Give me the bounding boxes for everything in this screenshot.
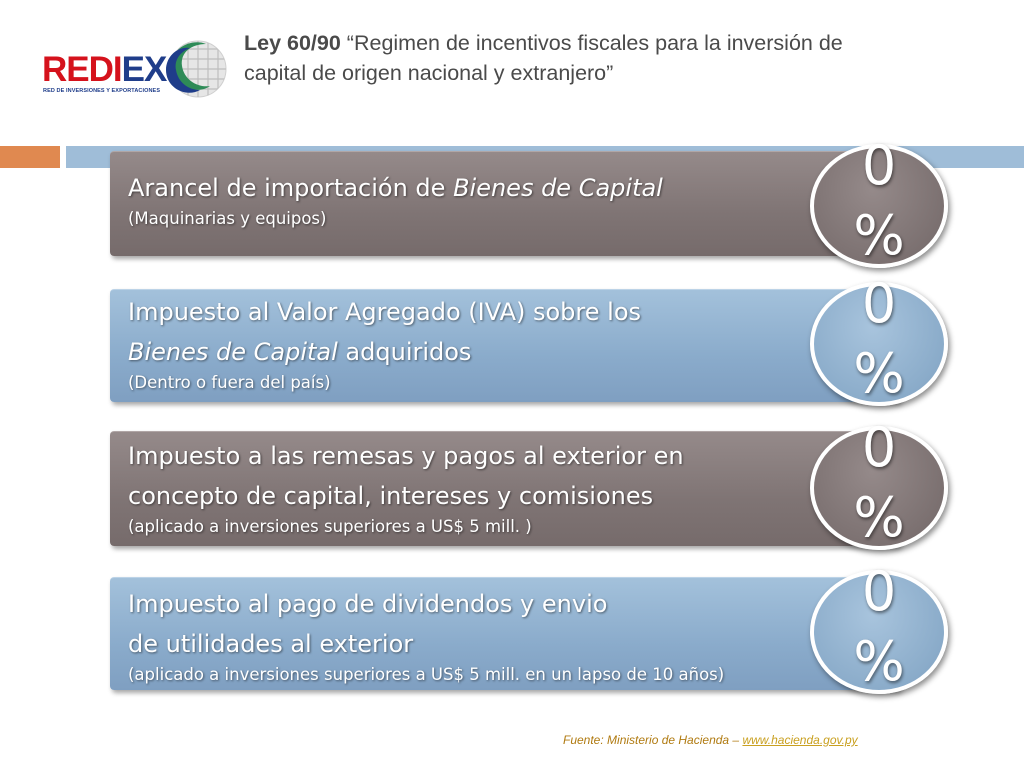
row-heading-line-1: Impuesto al pago de dividendos y envio — [128, 590, 608, 618]
logo-subtitle: RED DE INVERSIONES Y EXPORTACIONES — [43, 88, 161, 94]
row-text: Arancel de importación de Bienes de Capi… — [128, 168, 780, 230]
percentage-badge: 0 % — [810, 420, 948, 550]
page-title: Ley 60/90 “Regimen de incentivos fiscale… — [244, 28, 904, 88]
law-number: Ley 60/90 — [244, 31, 341, 55]
row-text: Impuesto al Valor Agregado (IVA) sobre l… — [128, 292, 780, 394]
row-note: (Maquinarias y equipos) — [128, 209, 327, 228]
source-citation: Fuente: Ministerio de Hacienda – www.hac… — [563, 733, 858, 747]
percentage-badge: 0 % — [810, 564, 948, 694]
row-heading-line-2: concepto de capital, intereses y comisio… — [128, 482, 654, 510]
percent-symbol: % — [853, 204, 905, 267]
row-heading-line-2: Bienes de Capital adquiridos — [128, 332, 780, 372]
percentage-badge: 0 % — [810, 276, 948, 406]
row-heading-line-1: Impuesto a las remesas y pagos al exteri… — [128, 442, 684, 470]
incentive-row-remittances: Impuesto a las remesas y pagos al exteri… — [110, 431, 900, 546]
incentive-row-dividends: Impuesto al pago de dividendos y envio d… — [110, 577, 900, 690]
row-heading-italic: Bienes de Capital — [128, 338, 338, 366]
globe-icon — [166, 40, 227, 98]
incentive-row-import-tariff: Arancel de importación de Bienes de Capi… — [110, 151, 900, 256]
row-heading-italic: Bienes de Capital — [453, 174, 663, 202]
law-description: “Regimen de incentivos fiscales para la … — [244, 31, 843, 85]
row-text: Impuesto a las remesas y pagos al exteri… — [128, 436, 780, 538]
incentive-row-iva: Impuesto al Valor Agregado (IVA) sobre l… — [110, 289, 900, 402]
row-heading-part: adquiridos — [337, 338, 472, 366]
percent-symbol: % — [853, 486, 905, 549]
row-heading-line-1: Impuesto al Valor Agregado (IVA) sobre l… — [128, 298, 641, 326]
badge-value: 0 — [861, 272, 897, 335]
logo-wordmark: REDIEX — [42, 50, 168, 90]
row-heading: Arancel de importación de Bienes de Capi… — [128, 168, 780, 208]
badge-value: 0 — [861, 416, 897, 479]
row-heading-part: Arancel de importación de — [128, 174, 454, 202]
row-text: Impuesto al pago de dividendos y envio d… — [128, 584, 780, 686]
logo-wordmark-blue: EX — [121, 50, 168, 89]
row-note: (aplicado a inversiones superiores a US$… — [128, 665, 725, 684]
percent-symbol: % — [853, 630, 905, 693]
row-note: (Dentro o fuera del país) — [128, 373, 331, 392]
percent-symbol: % — [853, 342, 905, 405]
accent-bar-orange — [0, 146, 60, 168]
logo-wordmark-red: REDI — [42, 50, 123, 89]
badge-value: 0 — [861, 134, 897, 197]
source-text: Fuente: Ministerio de Hacienda – — [563, 733, 743, 747]
rediex-logo: REDIEX RED DE INVERSIONES Y EXPORTACIONE… — [40, 32, 230, 106]
row-note: (aplicado a inversiones superiores a US$… — [128, 517, 532, 536]
source-link[interactable]: www.hacienda.gov.py — [742, 733, 858, 747]
percentage-badge: 0 % — [810, 138, 948, 268]
badge-value: 0 — [861, 560, 897, 623]
row-heading-line-2: de utilidades al exterior — [128, 630, 414, 658]
